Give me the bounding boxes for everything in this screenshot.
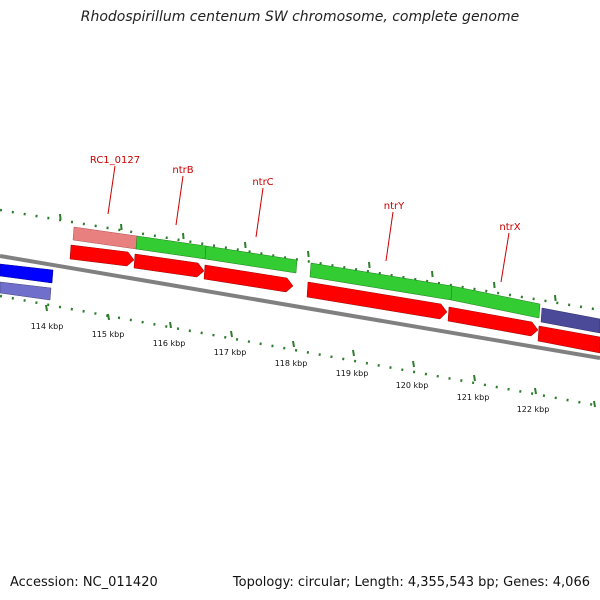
kbp-label-120: 120 kbp: [396, 381, 429, 390]
accession-text: Accession: NC_011420: [10, 575, 158, 590]
outer-major-ticks: [59, 213, 557, 302]
cds-red-3: [203, 264, 294, 293]
cds-blue: [0, 263, 54, 284]
gene-label-ntry: ntrY: [384, 201, 405, 212]
map-title: Rhodospirillum centenum SW chromosome, c…: [80, 9, 520, 25]
kbp-label-119: 119 kbp: [336, 369, 369, 378]
kbp-label-118: 118 kbp: [275, 359, 308, 368]
gene-label-rc1-0127: RC1_0127: [90, 155, 140, 166]
cds-pink-rc1-0127: [72, 226, 138, 250]
cds-purple: [0, 281, 52, 301]
kbp-label-115: 115 kbp: [92, 330, 125, 339]
gene-leader-lines: [107, 165, 510, 283]
gene-label-ntrb: ntrB: [172, 165, 193, 176]
cds-navy-right: [540, 307, 600, 334]
cds-red-1: [69, 244, 135, 267]
cds-red-5: [447, 306, 539, 337]
genome-summary-text: Topology: circular; Length: 4,355,543 bp…: [232, 575, 590, 590]
kbp-label-114: 114 kbp: [31, 322, 64, 331]
gene-label-ntrx: ntrX: [499, 222, 520, 233]
cds-green-ntrx: [450, 285, 541, 319]
kbp-label-117: 117 kbp: [214, 348, 247, 357]
kbp-label-121: 121 kbp: [457, 393, 490, 402]
cds-red-6: [537, 325, 600, 354]
cds-red-4: [306, 281, 448, 320]
inner-major-ticks: [45, 304, 596, 408]
cds-green-ntrc: [204, 245, 298, 274]
kbp-label-122: 122 kbp: [517, 405, 550, 414]
inner-tick-ring: [0, 294, 600, 408]
gene-label-ntrc: ntrC: [252, 177, 273, 188]
genome-backbone: [0, 254, 600, 360]
cds-red-2: [133, 253, 205, 278]
kbp-label-116: 116 kbp: [153, 339, 186, 348]
